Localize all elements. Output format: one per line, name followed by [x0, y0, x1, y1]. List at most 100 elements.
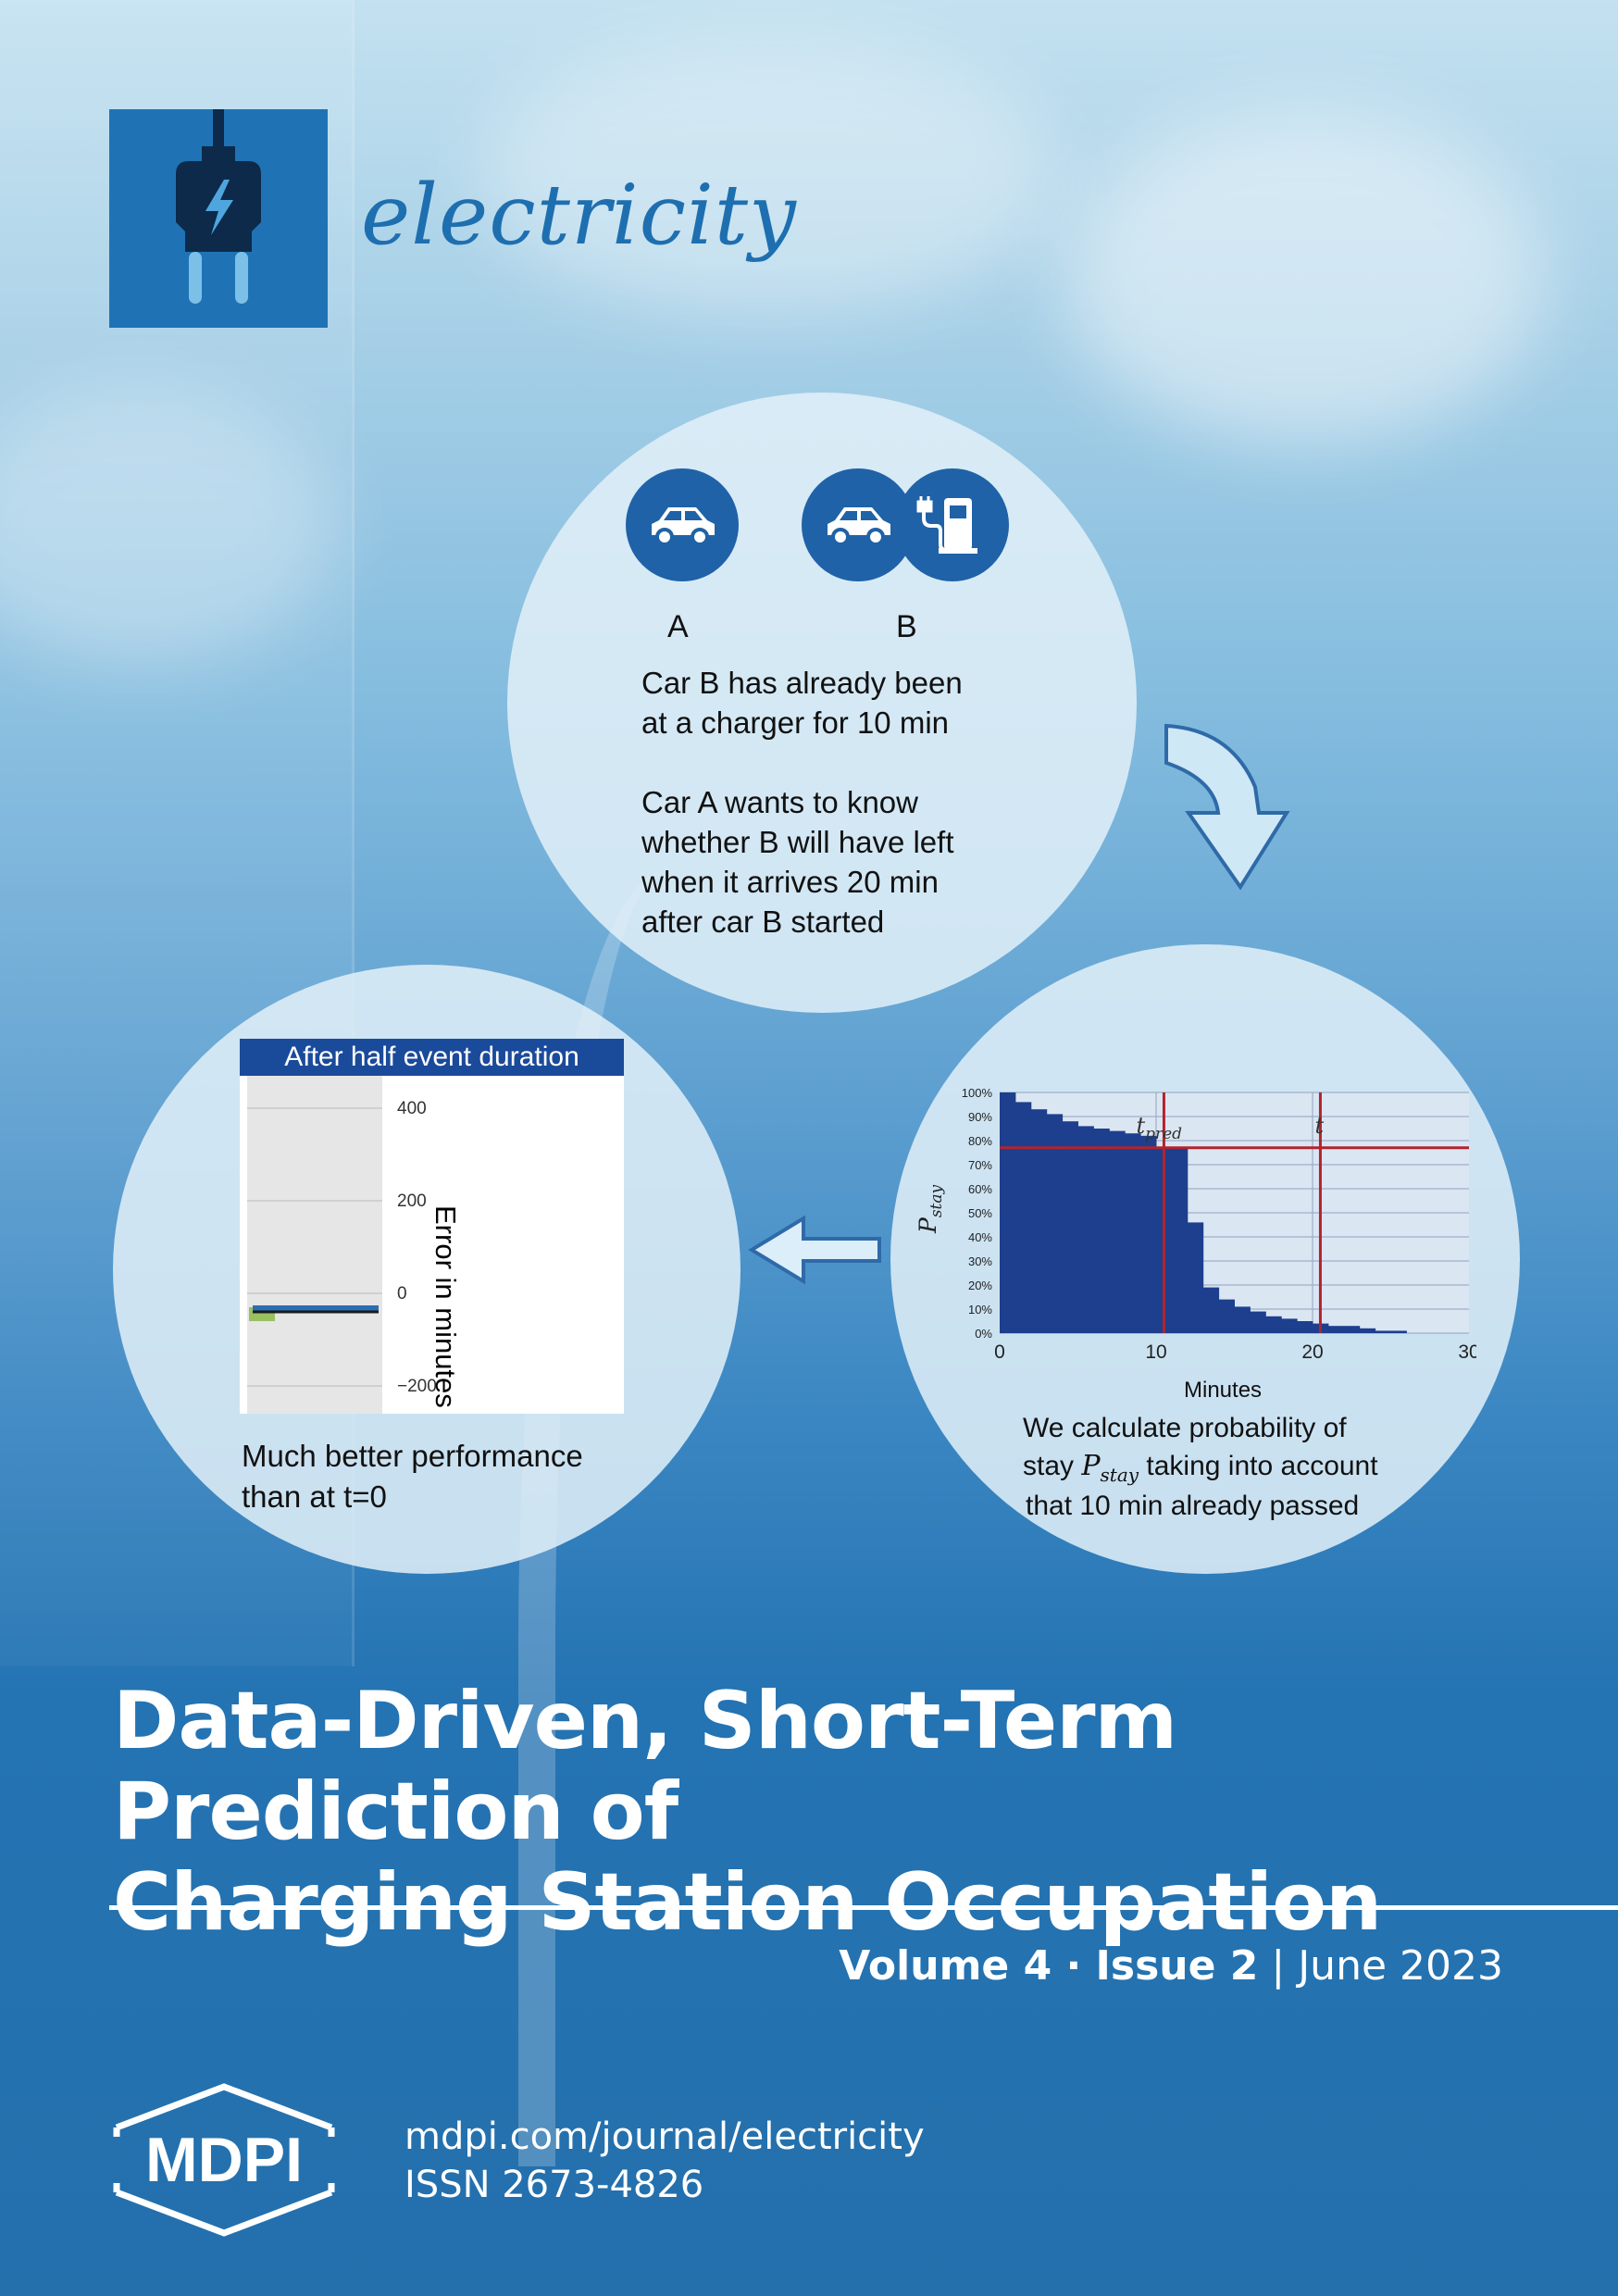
issue-divider: |: [1258, 1942, 1299, 1990]
y-tick-label: 200: [397, 1192, 427, 1211]
issue-separator: ·: [1052, 1942, 1096, 1990]
scenario-text-line: Car B has already been: [641, 666, 963, 700]
caption-text: taking into account: [1139, 1451, 1378, 1481]
label-car-b: B: [896, 609, 917, 644]
plug-bolt-icon: [176, 109, 261, 304]
bar: [1343, 1326, 1361, 1333]
y-tick-label: 100%: [962, 1086, 993, 1100]
x-tick-label: 10: [1145, 1341, 1166, 1363]
chart-x-label: Minutes: [1184, 1378, 1263, 1403]
y-tick-label: 20%: [968, 1279, 992, 1292]
charging-station-icon: [896, 468, 1009, 581]
bar: [1375, 1330, 1391, 1333]
probability-of-stay-chart: 0%10%20%30%40%50%60%70%80%90%100%tpred t0…: [915, 1086, 1476, 1363]
scenario-text-line: when it arrives 20 min: [641, 865, 939, 899]
y-tick-label: 30%: [968, 1254, 992, 1268]
bar: [1125, 1133, 1141, 1333]
bar: [1062, 1121, 1078, 1333]
publisher-info: mdpi.com/journal/electricity ISSN 2673-4…: [404, 2113, 925, 2209]
bar: [1000, 1092, 1016, 1333]
bar: [1390, 1330, 1407, 1333]
y-axis-label: Pstay: [915, 1184, 946, 1234]
error-chart: After half event duration 400 200 0 −200 Er…: [240, 1039, 624, 1414]
y-tick-label: 90%: [968, 1110, 992, 1124]
article-title-line-2: Charging Station Occupation: [113, 1856, 1382, 1949]
scenario-text-line: at a charger for 10 min: [641, 705, 949, 740]
y-tick-label: 50%: [968, 1206, 992, 1220]
issn: ISSN 2673-4826: [404, 2164, 704, 2206]
journal-logo: [109, 109, 328, 328]
bar: [1046, 1114, 1064, 1333]
scenario-text-line: [641, 742, 963, 782]
x-tick-label: 20: [1301, 1341, 1323, 1363]
article-title-line-1: Data-Driven, Short-Term Prediction of: [113, 1675, 1177, 1858]
bar: [1014, 1102, 1032, 1333]
bar: [1218, 1299, 1235, 1333]
bar: [1077, 1126, 1094, 1333]
t-pred-subscript: pred: [1145, 1125, 1182, 1143]
x-tick-label: 0: [994, 1341, 1005, 1363]
bar: [1234, 1306, 1251, 1333]
p-stay-symbol: Pstay: [1081, 1450, 1139, 1486]
bar: [1093, 1129, 1110, 1333]
y-tick-label: 60%: [968, 1182, 992, 1196]
y-tick-label: 70%: [968, 1158, 992, 1172]
title-divider: [109, 1905, 1618, 1910]
volume: Volume 4: [839, 1942, 1052, 1990]
article-title: Data-Driven, Short-Term Prediction of Ch…: [113, 1676, 1557, 1948]
y-axis-label-subscript: stay: [927, 1184, 946, 1217]
curved-arrow-icon: [1164, 723, 1290, 891]
scenario-text-line: whether B will have left: [641, 825, 954, 859]
caption-line-1: We calculate probability of: [1023, 1413, 1347, 1443]
stay-subscript: stay: [1100, 1464, 1139, 1486]
scenario-text: Car B has already been at a charger for 1…: [641, 663, 963, 942]
y-tick-label: 400: [397, 1099, 427, 1118]
bar: [1140, 1135, 1157, 1333]
error-bar: [253, 1305, 379, 1312]
background-cloud: [0, 389, 333, 667]
caption-text: stay: [1023, 1451, 1082, 1481]
y-tick-label: 0: [397, 1284, 407, 1304]
y-tick-label: 40%: [968, 1230, 992, 1244]
left-caption-line-2: than at t=0: [242, 1479, 387, 1514]
journal-url[interactable]: mdpi.com/journal/electricity: [404, 2115, 925, 2158]
y-tick-label: 10%: [968, 1303, 992, 1316]
car-b-with-charger: [802, 468, 1009, 581]
car-icon: [626, 468, 739, 581]
bar: [1297, 1321, 1313, 1333]
plot-area: [247, 1076, 382, 1414]
y-tick-label: 0%: [975, 1327, 992, 1341]
background-cloud: [1064, 111, 1546, 444]
left-arrow-icon: [748, 1215, 881, 1285]
scenario-text-line: after car B started: [641, 905, 885, 939]
caption-line-2: stay Pstay taking into account: [1023, 1450, 1378, 1486]
journal-name: electricity: [361, 167, 797, 264]
bar: [1359, 1328, 1376, 1333]
mdpi-logo-text: MDPI: [145, 2125, 303, 2195]
y-tick-label: −200: [397, 1377, 437, 1396]
bar: [1202, 1287, 1220, 1333]
issue-date: June 2023: [1298, 1942, 1503, 1990]
hexagon-outline-icon: [113, 2083, 335, 2237]
scenario-text-line: Car A wants to know: [641, 785, 918, 819]
t-label: t: [1314, 1113, 1324, 1139]
error-chart-title: After half event duration: [240, 1039, 624, 1076]
mdpi-logo: MDPI: [109, 2083, 339, 2237]
car-icon: [802, 468, 915, 581]
bar: [1187, 1222, 1204, 1333]
bar: [1281, 1318, 1298, 1333]
background-cloud: [481, 37, 1055, 315]
x-tick-label: 30: [1458, 1341, 1476, 1363]
y-tick-label: 80%: [968, 1134, 992, 1148]
label-car-a: A: [667, 609, 689, 644]
caption-line-3: that 10 min already passed: [1026, 1491, 1360, 1521]
bar: [1265, 1316, 1282, 1333]
bar: [1171, 1147, 1189, 1333]
bar: [1327, 1326, 1345, 1333]
left-caption-line-1: Much better performance: [242, 1439, 583, 1473]
issue-info: Volume 4 · Issue 2 | June 2023: [839, 1942, 1503, 1990]
issue-number: Issue 2: [1095, 1942, 1259, 1990]
bar: [1030, 1109, 1048, 1333]
bar: [1109, 1130, 1126, 1333]
